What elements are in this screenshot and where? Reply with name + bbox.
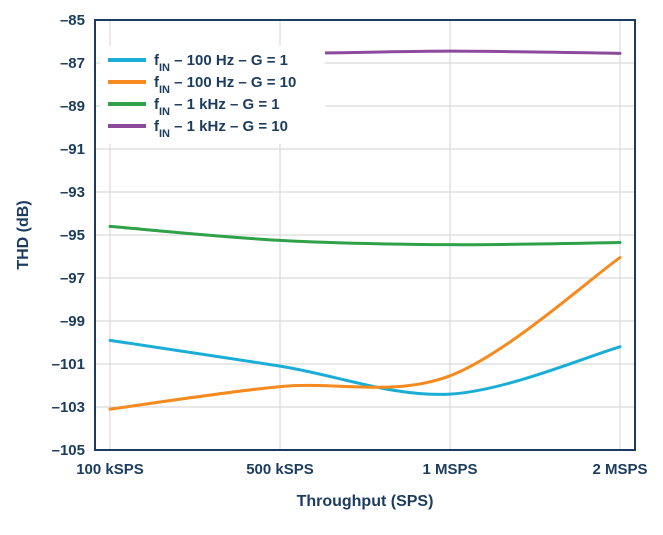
y-tick-label: –91 [60,141,85,158]
y-tick-label: –85 [60,12,85,29]
chart-svg: –105 –103 –101 –99 –97 –95 –93 –91 –89 –87 –85 100 … [0,0,663,535]
x-axis-label: Throughput (SPS) [297,493,434,510]
y-tick-label: –101 [52,356,85,373]
x-tick-label: 2 MSPS [592,461,647,478]
x-tick-label: 500 kSPS [246,461,314,478]
x-tick-label: 100 kSPS [76,461,144,478]
y-tick-label: –87 [60,55,85,72]
y-tick-label: –99 [60,313,85,330]
y-tick-label: –97 [60,270,85,287]
y-tick-label: –89 [60,98,85,115]
legend: fIN – 100 Hz – G = 1fIN – 100 Hz – G = 1… [100,46,325,144]
y-tick-label: –95 [60,227,85,244]
thd-chart: –105 –103 –101 –99 –97 –95 –93 –91 –89 –87 –85 100 … [0,0,663,535]
y-axis-label: THD (dB) [15,200,32,269]
y-tick-label: –105 [52,442,85,459]
y-tick-label: –103 [52,399,85,416]
x-tick-label: 1 MSPS [422,461,477,478]
y-tick-label: –93 [60,184,85,201]
